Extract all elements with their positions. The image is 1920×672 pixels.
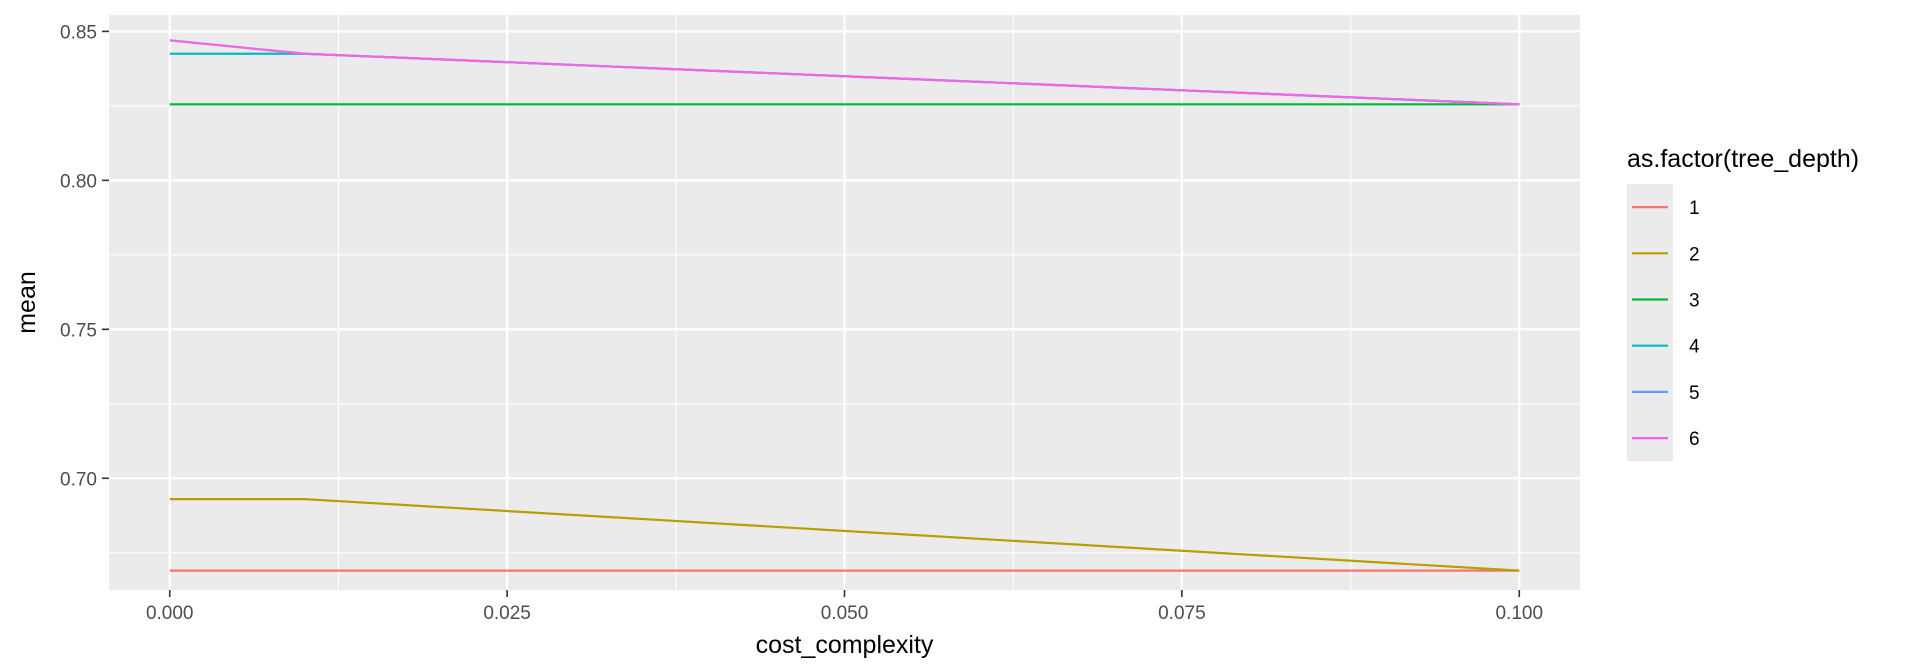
legend-item-3: 3 <box>1632 291 1700 312</box>
x-tick-label: 0.100 <box>1495 603 1543 624</box>
y-axis-title: mean <box>13 271 41 334</box>
legend-label: 5 <box>1689 383 1700 404</box>
legend-title: as.factor(tree_depth) <box>1627 145 1859 173</box>
y-tick-label: 0.80 <box>60 171 97 192</box>
legend-label: 3 <box>1689 291 1700 312</box>
legend-label: 2 <box>1689 244 1700 265</box>
legend-item-1: 1 <box>1632 198 1700 219</box>
legend-key-background <box>1627 184 1673 462</box>
x-tick-label: 0.075 <box>1158 603 1206 624</box>
x-tick-label: 0.050 <box>821 603 869 624</box>
y-tick-label: 0.70 <box>60 469 97 490</box>
x-axis: 0.000 0.025 0.050 0.075 0.100 <box>146 590 1543 624</box>
series-line-6 <box>169 39 1520 106</box>
series-line-2 <box>169 498 1520 572</box>
legend: as.factor(tree_depth) 1 2 3 4 5 6 <box>1627 145 1859 462</box>
legend-label: 4 <box>1689 337 1700 358</box>
major-gridlines <box>109 15 1580 590</box>
legend-item-4: 4 <box>1632 337 1700 358</box>
x-axis-title: cost_complexity <box>756 631 934 659</box>
y-tick-label: 0.85 <box>60 22 97 43</box>
x-tick-label: 0.000 <box>146 603 194 624</box>
legend-item-2: 2 <box>1632 244 1700 265</box>
legend-item-6: 6 <box>1632 429 1700 450</box>
y-axis: 0.70 0.75 0.80 0.85 <box>60 22 109 490</box>
series-lines <box>169 39 1520 572</box>
legend-item-5: 5 <box>1632 383 1700 404</box>
y-tick-label: 0.75 <box>60 320 97 341</box>
legend-label: 1 <box>1689 198 1700 219</box>
legend-label: 6 <box>1689 429 1700 450</box>
x-tick-label: 0.025 <box>483 603 531 624</box>
